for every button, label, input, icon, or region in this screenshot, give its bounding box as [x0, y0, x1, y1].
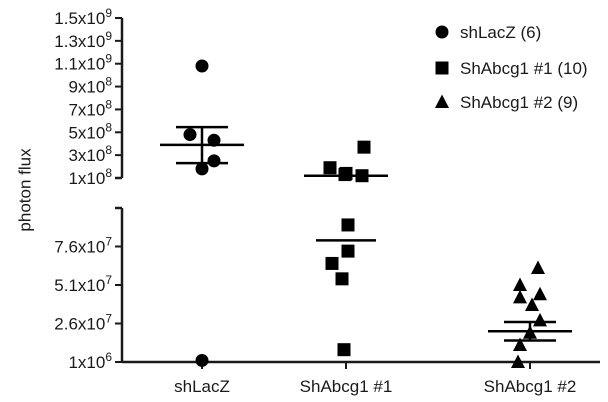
point-1-1	[323, 161, 337, 175]
y-upper-tick-label-5: 1.1x109	[54, 52, 112, 74]
y-lower-tick-label-1: 2.6x107	[54, 312, 112, 334]
point-0-5	[195, 353, 209, 367]
point-2-5	[533, 312, 547, 327]
y-upper-tick-label-2: 5x108	[68, 120, 112, 142]
point-2-7	[513, 337, 527, 352]
x-category-label-1: ShAbcg1 #1	[300, 377, 393, 396]
legend: shLacZ (6) ShAbcg1 #1 (10) ShAbcg1 #2 (9)	[435, 23, 588, 112]
point-1-0	[357, 140, 371, 154]
point-2-3	[513, 289, 527, 304]
y-ticks: 1x1083x1085x1087x1089x1081.1x1091.3x1091…	[54, 6, 122, 372]
legend-label-2: ShAbcg1 #2 (9)	[460, 93, 578, 112]
point-2-2	[533, 286, 547, 301]
y-upper-tick-label-3: 7x108	[68, 97, 112, 119]
legend-label-1: ShAbcg1 #1 (10)	[460, 59, 588, 78]
x-category-label-0: shLacZ	[174, 377, 230, 396]
mean-sem-bars	[160, 125, 572, 342]
point-2-1	[513, 277, 527, 291]
legend-marker-2	[435, 94, 449, 108]
y-upper-tick-label-0: 1x108	[68, 166, 112, 188]
legend-label-0: shLacZ (6)	[460, 23, 541, 42]
x-category-label-2: ShAbcg1 #2	[484, 377, 577, 396]
legend-marker-0	[435, 25, 449, 39]
y-axis-title: photon flux	[15, 148, 34, 232]
point-0-3	[207, 154, 221, 168]
point-0-0	[195, 59, 209, 73]
point-1-6	[341, 244, 355, 258]
y-upper-tick-label-1: 3x108	[68, 143, 112, 165]
y-lower-tick-label-2: 5.1x107	[54, 273, 112, 295]
point-1-5	[341, 218, 355, 232]
y-lower-tick-label-0: 1x106	[68, 350, 112, 372]
point-2-4	[525, 297, 539, 312]
point-0-2	[207, 133, 221, 147]
y-lower-tick-label-3: 7.6x107	[54, 235, 112, 257]
x-category-labels: shLacZ ShAbcg1 #1 ShAbcg1 #2	[174, 377, 576, 396]
point-0-1	[183, 128, 197, 142]
y-upper-tick-label-7: 1.5x109	[54, 6, 112, 28]
legend-marker-1	[435, 61, 449, 75]
y-upper-tick-label-6: 1.3x109	[54, 29, 112, 51]
point-0-4	[195, 162, 209, 176]
point-1-9	[337, 343, 351, 357]
point-1-8	[335, 272, 349, 286]
y-upper-tick-label-4: 9x108	[68, 75, 112, 97]
point-2-0	[531, 260, 545, 275]
point-1-7	[325, 256, 339, 270]
point-2-8	[511, 354, 525, 368]
data-points	[183, 59, 547, 368]
